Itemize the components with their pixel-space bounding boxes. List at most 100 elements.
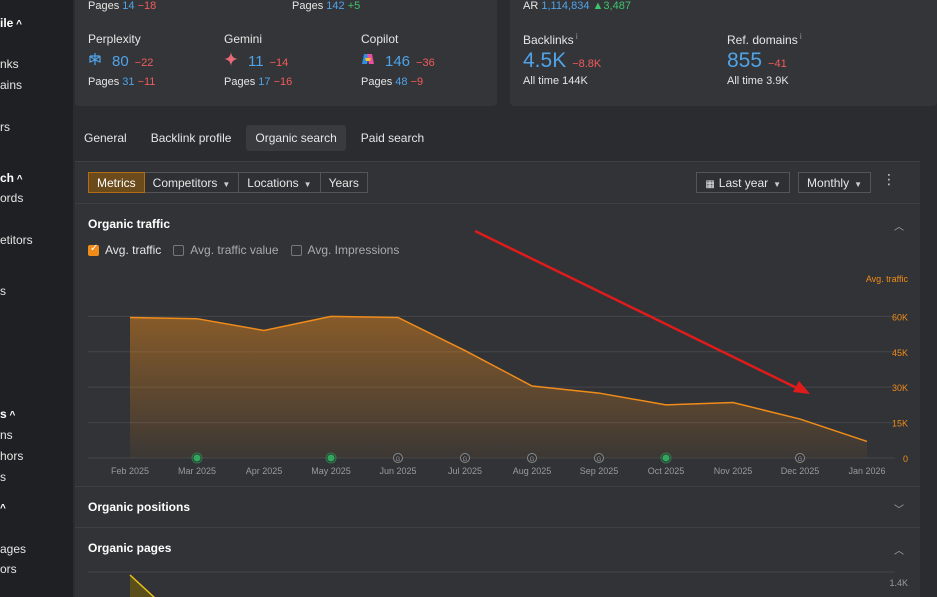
divider [75, 486, 920, 487]
y-tick-label: 30K [892, 383, 908, 393]
sidebar-item[interactable]: ^ [0, 500, 6, 514]
chevron-up-icon[interactable]: ︿ [894, 546, 904, 557]
years-button[interactable]: Years [320, 172, 368, 193]
sidebar-item[interactable]: hors [0, 449, 24, 463]
x-tick-label: May 2025 [311, 466, 351, 476]
x-tick-label: Jan 2026 [848, 466, 885, 476]
left-sidebar: ile ^ nks ains rs ch ^ ords etitors s s ^ ns hors s… [0, 0, 73, 597]
event-dot-icon [662, 454, 670, 462]
sidebar-item[interactable]: nks [0, 57, 19, 71]
chevron-down-icon: ▼ [854, 180, 862, 189]
event-ring [325, 452, 337, 464]
google-g-glyph: G [530, 457, 535, 463]
divider [75, 527, 920, 528]
engine-name: Copilot [361, 32, 399, 46]
event-dot-icon [193, 454, 201, 462]
divider [75, 203, 920, 204]
chevron-up-icon: ^ [6, 410, 16, 421]
y-tick-label: 0 [903, 454, 908, 464]
ar-row: AR 1,114,834 ▲3,487 [523, 0, 631, 12]
organic-traffic-chart: 0 15K 30K 45K 60K Avg. traffic Feb 2025 Mar 202… [88, 229, 909, 476]
sidebar-item[interactable]: etitors [0, 233, 33, 247]
event-dot-icon [327, 454, 335, 462]
x-tick-label: Mar 2025 [178, 466, 216, 476]
section-title-organic-pages: Organic pages [88, 541, 172, 555]
x-tick-label: Dec 2025 [781, 466, 820, 476]
chevron-down-icon[interactable]: ﹀ [894, 505, 904, 516]
pages-area [130, 575, 154, 597]
x-tick-label: Sep 2025 [580, 466, 619, 476]
red-downtrend-arrow [474, 229, 802, 392]
tab-organic-search[interactable]: Organic search [246, 125, 346, 151]
engine-copilot: Copilot 146 −36 Pages 48 −9 [361, 32, 435, 88]
google-update-icon [527, 453, 537, 463]
chevron-down-icon: ▼ [773, 180, 782, 189]
sidebar-item[interactable]: ages [0, 542, 27, 556]
traffic-area [130, 316, 867, 458]
tab-paid-search[interactable]: Paid search [360, 131, 425, 145]
sidebar-item[interactable]: ors [0, 562, 17, 576]
sidebar-item[interactable]: ains [0, 78, 23, 92]
series-toggles: Avg. traffic Avg. traffic value Avg. Imp… [88, 243, 399, 257]
sidebar-item[interactable]: s [0, 470, 6, 484]
ai-visibility-card: Pages 14 −18 Pages 142 +5 Perplexity 80 … [75, 0, 497, 106]
x-tick-label: Aug 2025 [513, 466, 552, 476]
info-icon[interactable]: i [797, 32, 802, 41]
toggle-avg-impressions[interactable]: Avg. Impressions [290, 243, 399, 257]
chevron-up-icon: ^ [14, 174, 23, 185]
y-tick-label: 1.4K [889, 578, 908, 588]
google-update-icon [795, 453, 805, 463]
engine-gemini: Gemini 11 −14 Pages 17 −16 [224, 32, 293, 88]
google-g-glyph: G [597, 457, 602, 463]
sidebar-item[interactable]: ns [0, 428, 13, 442]
interval-dropdown[interactable]: Monthly ▼ [798, 172, 871, 193]
report-tabs: General Backlink profile Organic search … [75, 125, 433, 151]
engine-name: Perplexity [88, 32, 141, 46]
section-title-organic-positions: Organic positions [88, 500, 191, 514]
backlinks-card: AR 1,114,834 ▲3,487 Backlinks i 4.5K −8.… [510, 0, 937, 106]
copilot-icon [362, 54, 374, 64]
x-tick-label: Jul 2025 [448, 466, 482, 476]
tab-general[interactable]: General [84, 131, 127, 145]
google-g-glyph: G [463, 457, 468, 463]
chevron-down-icon: ▼ [303, 180, 312, 189]
tab-backlink-profile[interactable]: Backlink profile [150, 131, 232, 145]
ref-domains-metric[interactable]: Ref. domains i 855 −41 All time 3.9K [727, 32, 802, 87]
sidebar-item[interactable]: s ^ [0, 407, 16, 421]
more-options-icon[interactable]: ⋮ [882, 171, 896, 187]
calendar-icon: ▦ [705, 179, 715, 190]
y-tick-label: 45K [892, 348, 908, 358]
top-pages-row-1: Pages 14 −18 [88, 0, 157, 12]
checkbox-icon [88, 243, 99, 256]
event-ring [660, 452, 672, 464]
toggle-avg-traffic[interactable]: Avg. traffic [88, 243, 161, 257]
sidebar-item[interactable]: ords [0, 191, 24, 205]
competitors-dropdown[interactable]: Competitors ▼ [144, 172, 240, 193]
engine-name: Gemini [224, 32, 263, 46]
x-tick-label: Nov 2025 [714, 466, 753, 476]
sidebar-item[interactable]: rs [0, 120, 10, 134]
metrics-button[interactable]: Metrics [88, 172, 145, 193]
sidebar-item[interactable]: ile ^ [0, 16, 22, 30]
locations-dropdown[interactable]: Locations ▼ [239, 172, 321, 193]
chevron-up-icon: ^ [0, 503, 6, 514]
toggle-avg-traffic-value[interactable]: Avg. traffic value [173, 243, 279, 257]
pages-line [129, 574, 156, 597]
sidebar-item[interactable]: s [0, 284, 6, 298]
y-tick-label: 60K [892, 312, 908, 322]
chevron-up-icon[interactable]: ︿ [894, 222, 904, 233]
date-range-dropdown[interactable]: ▦ Last year ▼ [696, 172, 791, 193]
arrow-up-icon: ▲ [592, 0, 604, 12]
traffic-line [129, 315, 868, 443]
red-arrowhead [793, 381, 810, 394]
backlinks-metric[interactable]: Backlinks i 4.5K −8.8K All time 144K [523, 32, 602, 87]
info-icon[interactable]: i [573, 32, 578, 41]
google-update-icon [460, 453, 470, 463]
perplexity-icon [89, 53, 101, 65]
section-title-organic-traffic: Organic traffic [88, 217, 171, 231]
x-tick-label: Feb 2025 [111, 466, 149, 476]
y-tick-label: 15K [892, 419, 908, 429]
chevron-down-icon: ▼ [222, 180, 231, 189]
sidebar-item[interactable]: ch ^ [0, 171, 23, 185]
x-tick-label: Jun 2025 [379, 466, 416, 476]
